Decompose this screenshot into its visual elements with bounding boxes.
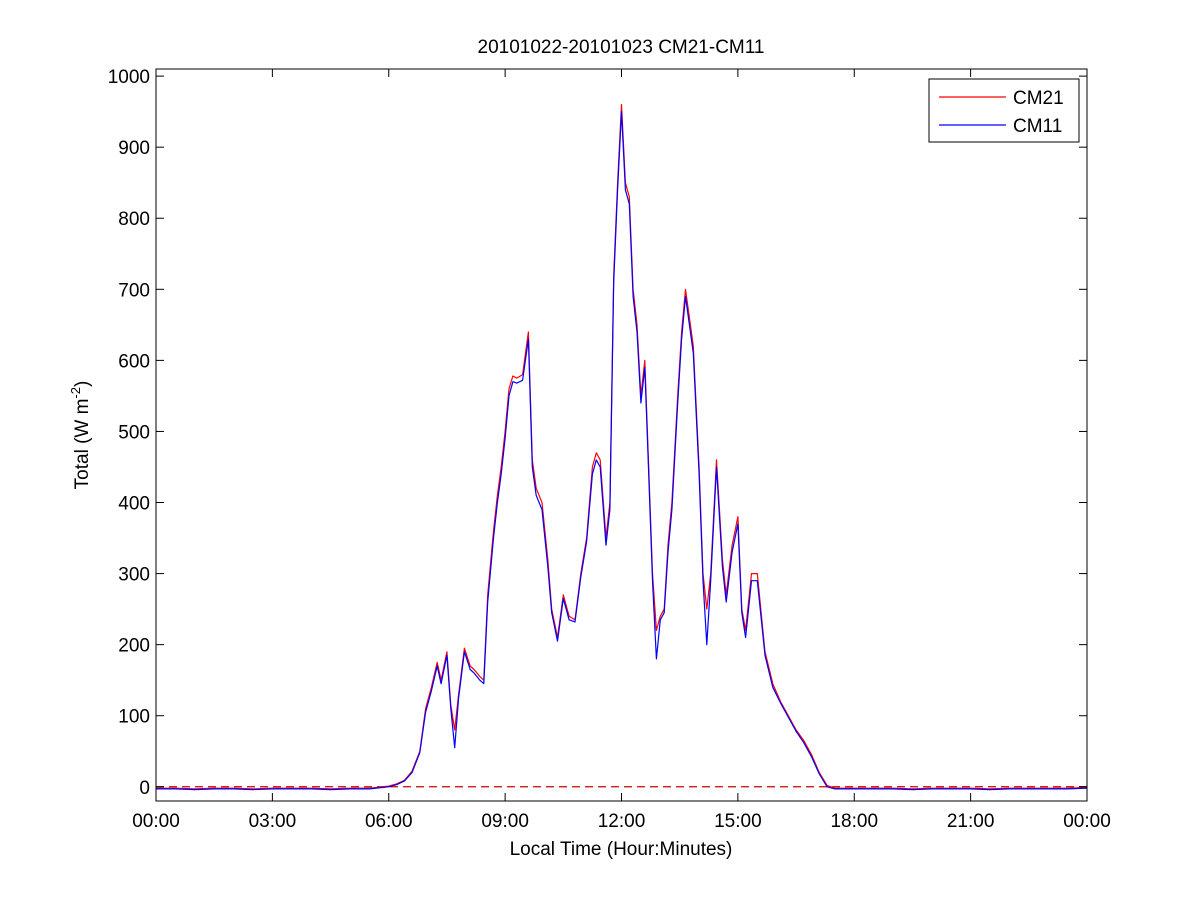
x-tick-label: 00:00: [132, 811, 180, 832]
y-axis-label-close: ): [72, 381, 93, 387]
y-tick-label: 400: [118, 494, 150, 515]
y-tick-label: 1000: [108, 67, 150, 88]
y-axis-label-main: Total (W m: [72, 399, 93, 490]
x-axis-label: Local Time (Hour:Minutes): [510, 839, 733, 860]
x-tick-label: 09:00: [481, 811, 529, 832]
x-tick-label: 00:00: [1063, 811, 1111, 832]
y-axis-label-sup: -2: [68, 387, 83, 399]
y-tick-label: 700: [118, 280, 150, 301]
x-tick-label: 15:00: [714, 811, 762, 832]
x-tick-label: 18:00: [830, 811, 878, 832]
y-tick-label: 300: [118, 565, 150, 586]
chart-title: 20101022-20101023 CM21-CM11: [478, 37, 765, 58]
x-tick-label: 21:00: [947, 811, 995, 832]
legend-label-cm11: CM11: [1013, 116, 1062, 137]
y-tick-label: 600: [118, 351, 150, 372]
x-axis-ticks: 00:00 03:00 06:00 09:00 12:00 15:00 18:00 21:00…: [132, 69, 1111, 832]
series-line-cm11: [156, 110, 1088, 791]
y-tick-label: 800: [118, 209, 150, 230]
plot-area: 00:00 03:00 06:00 09:00 12:00 15:00 18:00 21:00…: [108, 67, 1111, 832]
x-tick-label: 06:00: [365, 811, 413, 832]
x-tick-label: 03:00: [249, 811, 297, 832]
legend-label-cm21: CM21: [1013, 88, 1064, 109]
legend-box: [928, 78, 1080, 143]
x-tick-label: 12:00: [598, 811, 646, 832]
series-group: [156, 103, 1088, 791]
y-tick-label: 200: [118, 636, 150, 657]
legend: CM21 CM11: [928, 78, 1080, 143]
y-axis-ticks: 0 100 200 300 400 500 600 700 800 900 1000: [108, 67, 1087, 799]
y-tick-label: 100: [118, 707, 150, 728]
plot-background: [156, 69, 1087, 801]
y-tick-label: 0: [139, 778, 150, 799]
y-tick-label: 500: [118, 422, 150, 443]
y-axis-label: Total (W m-2): [68, 381, 93, 490]
y-tick-label: 900: [118, 138, 150, 159]
